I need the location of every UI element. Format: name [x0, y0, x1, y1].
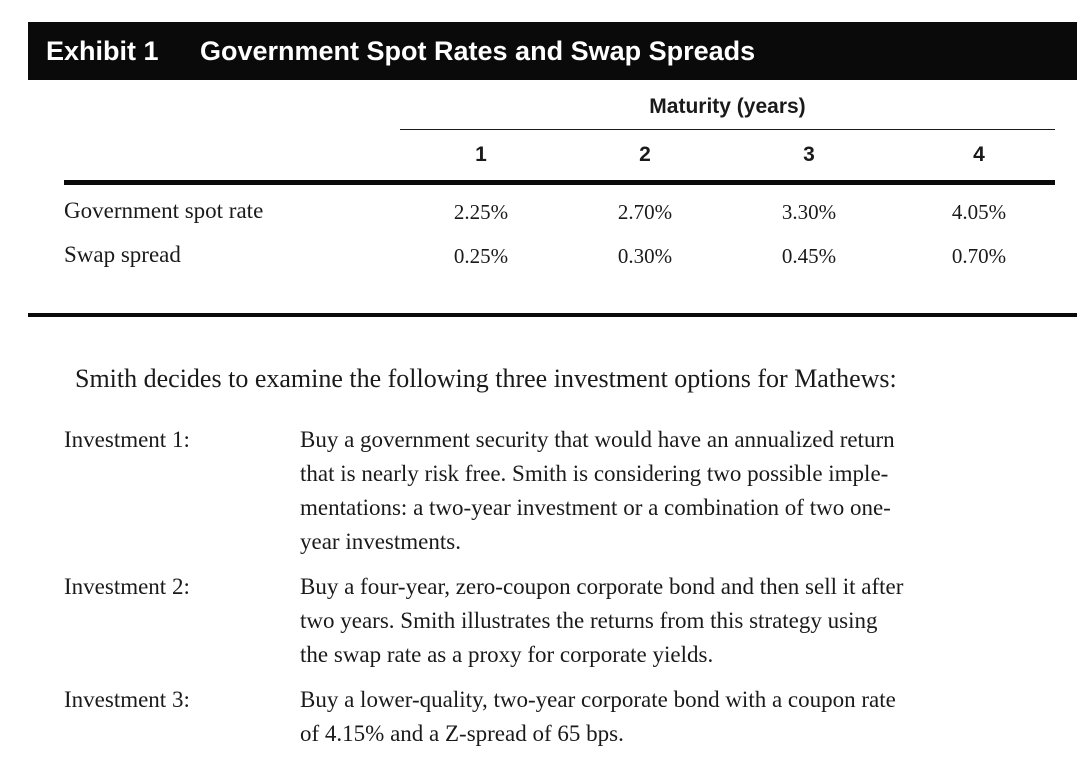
text-line: two years. Smith illustrates the returns… [300, 608, 878, 633]
investment-label: Investment 3: [64, 687, 190, 712]
investment-description: Buy a four-year, zero-coupon corporate b… [300, 570, 903, 672]
text-line: mentations: a two-year investment or a c… [300, 495, 891, 520]
column-header-3: 3 [803, 143, 815, 166]
text-line: Buy a four-year, zero-coupon corporate b… [300, 574, 904, 599]
exhibit-title: Government Spot Rates and Swap Spreads [200, 36, 756, 66]
table-cell: 3.30% [781, 200, 837, 224]
table-cell: 0.30% [617, 244, 673, 268]
text-line: that is nearly risk free. Smith is consi… [300, 461, 889, 486]
maturity-group-header: Maturity (years) [649, 95, 806, 118]
table-cell: 0.70% [951, 244, 1007, 268]
row-label-swap-spread: Swap spread [64, 242, 181, 267]
header-rule [400, 129, 1055, 130]
table-cell: 0.25% [453, 244, 509, 268]
table-cell: 2.25% [453, 200, 509, 224]
table-bottom-rule [28, 313, 1077, 317]
exhibit-header: Exhibit 1 Government Spot Rates and Swap… [28, 22, 1077, 80]
column-header-2: 2 [639, 143, 651, 166]
investment-label: Investment 1: [64, 427, 190, 452]
text-line: Buy a lower-quality, two-year corporate … [300, 687, 896, 712]
exhibit-label: Exhibit 1 [46, 36, 159, 66]
table-head-rule [64, 180, 1055, 185]
text-line: the swap rate as a proxy for corporate y… [300, 642, 714, 667]
table-cell: 2.70% [617, 200, 673, 224]
column-header-1: 1 [475, 143, 487, 166]
investment-description: Buy a lower-quality, two-year corporate … [300, 683, 896, 751]
text-line: year investments. [300, 529, 461, 554]
column-header-4: 4 [973, 143, 985, 166]
investment-description: Buy a government security that would hav… [300, 423, 895, 559]
row-label-government-spot-rate: Government spot rate [64, 198, 264, 223]
investment-label: Investment 2: [64, 574, 190, 599]
table-cell: 4.05% [951, 200, 1007, 224]
text-line: Buy a government security that would hav… [300, 427, 895, 452]
intro-paragraph: Smith decides to examine the following t… [75, 364, 897, 393]
text-line: of 4.15% and a Z-spread of 65 bps. [300, 721, 624, 746]
table-cell: 0.45% [781, 244, 837, 268]
